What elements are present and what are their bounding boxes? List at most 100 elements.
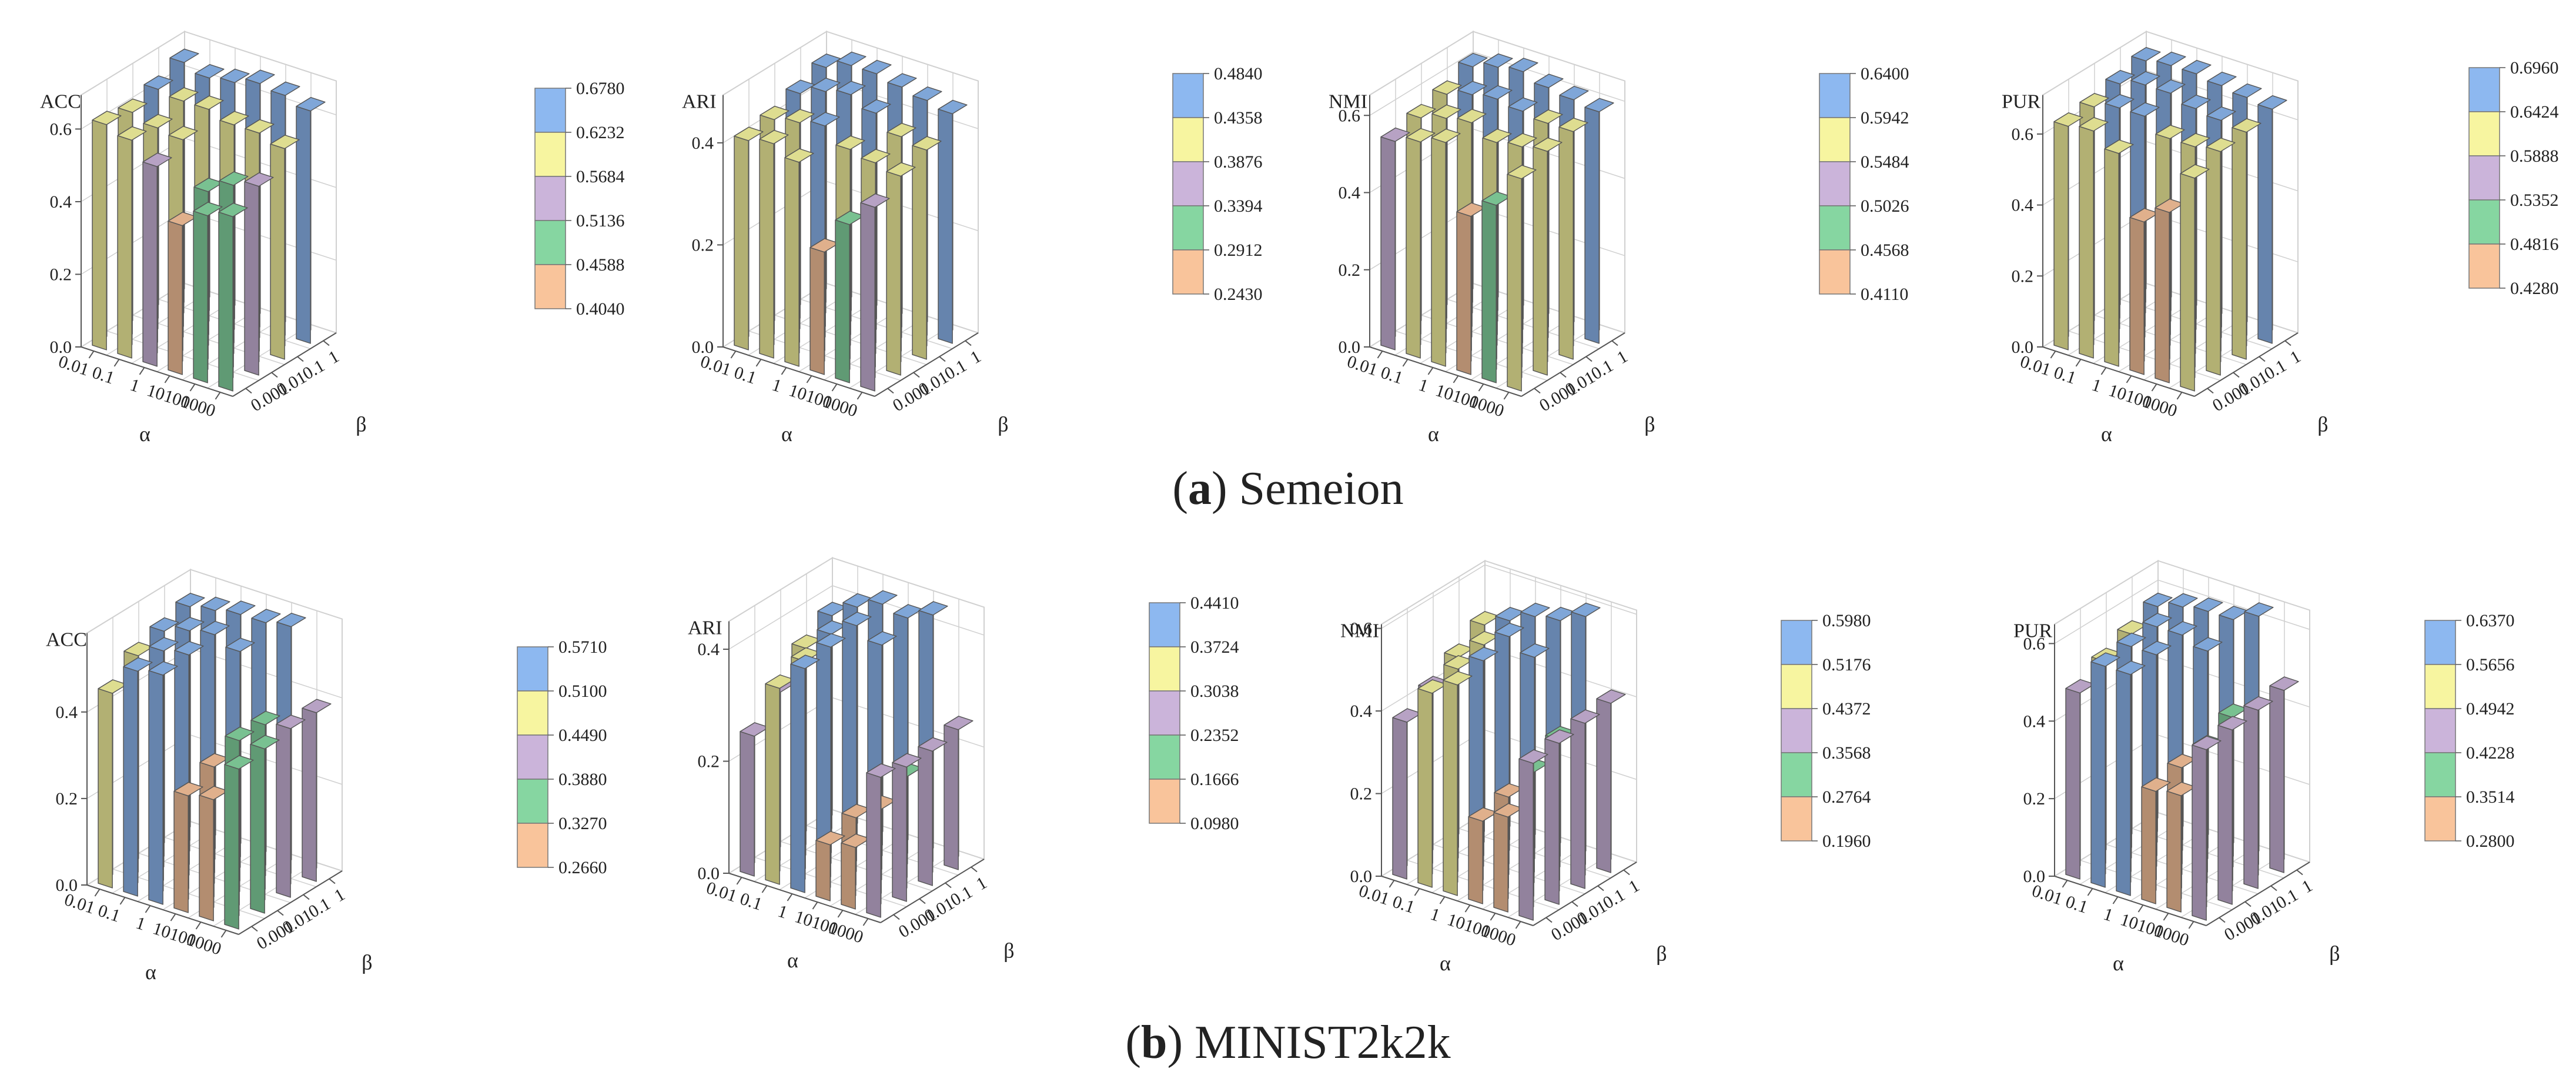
alpha-tick (1503, 392, 1510, 400)
bar-alpha-1000-beta-0.01 (1544, 729, 1574, 905)
bar-alpha-1000-beta-0.01 (2206, 138, 2236, 376)
colorbar-label: 0.4490 (558, 726, 607, 745)
bar-alpha-1-beta-0.1 (842, 612, 872, 861)
beta-tick (2270, 885, 2277, 891)
alpha-tick (170, 913, 176, 921)
colorbar-label: 0.5684 (576, 167, 625, 186)
z-tick-label: 0.4 (50, 192, 72, 212)
bar-alpha-10-beta-0.001 (1456, 202, 1486, 375)
metric-title: NMI (1329, 91, 1367, 113)
alpha-tick-label: 1000 (178, 392, 218, 421)
z-tick-label: 0.0 (1339, 338, 1361, 357)
alpha-tick (2137, 904, 2144, 913)
alpha-tick (736, 877, 742, 885)
beta-tick-label: 1 (325, 346, 342, 368)
z-tick-label: 0.6 (1339, 106, 1361, 125)
alpha-tick (113, 359, 120, 367)
colorbar-label: 0.4942 (2466, 699, 2515, 719)
bar-alpha-1000-beta-0.01 (2217, 716, 2247, 905)
beta-tick-label: 1 (973, 873, 990, 894)
beta-tick (303, 894, 310, 900)
bar-alpha-0.01-beta-0.001 (734, 126, 764, 350)
colorbar-label: 0.4568 (1861, 241, 1909, 260)
colorbar-label: 0.4816 (2510, 235, 2559, 254)
colorbar-label: 0.4410 (1190, 593, 1239, 613)
colorbar-label: 0.0980 (1190, 814, 1239, 833)
colorbar-band (1819, 205, 1851, 251)
alpha-tick (1515, 921, 1521, 929)
bar-alpha-10-beta-0.001 (168, 212, 198, 375)
colorbar-band (2424, 752, 2456, 797)
beta-axis-label: β (1644, 412, 1655, 436)
beta-axis-label: β (998, 412, 1008, 436)
beta-tick (2296, 869, 2303, 876)
bar-alpha-100-beta-0.001 (1493, 803, 1523, 913)
beta-tick (1545, 917, 1553, 923)
alpha-tick-label: 0.01 (698, 352, 733, 380)
z-tick-label: 0.0 (1350, 867, 1373, 886)
colorbar-label: 0.3394 (1214, 196, 1263, 216)
alpha-tick (2188, 921, 2194, 929)
alpha-tick (781, 367, 787, 375)
alpha-tick (1464, 904, 1471, 913)
alpha-tick-label: 1000 (184, 930, 223, 959)
beta-tick (945, 882, 952, 889)
colorbar: 0.5710 0.5100 0.4490 0.3880 0.3270 0.2660 (517, 637, 607, 877)
metric-title: PUR (2002, 91, 2040, 113)
bar-alpha-1000-beta-0.1 (270, 135, 300, 360)
colorbar: 0.4840 0.4358 0.3876 0.3394 0.2912 0.2430 (1172, 64, 1263, 304)
alpha-tick-label: 1000 (2152, 921, 2191, 950)
beta-tick-label: 1 (2287, 346, 2304, 368)
metric-title: PUR (2013, 620, 2052, 642)
bar-alpha-1000-beta-0.01 (892, 753, 922, 902)
metric-title: NMI (1340, 620, 1379, 642)
colorbar-band (534, 264, 566, 309)
beta-tick (1585, 356, 1593, 362)
beta-tick (2233, 372, 2240, 378)
beta-axis (2194, 332, 2299, 397)
colorbar-label: 0.3876 (1214, 152, 1263, 172)
bar-alpha-10-beta-0.001 (815, 831, 845, 901)
z-tick-label: 0.2 (1350, 784, 1373, 804)
bar-alpha-1000-beta-1 (296, 96, 326, 344)
beta-tick (2207, 388, 2214, 394)
caption-minist-letter: b (1140, 1017, 1167, 1068)
alpha-tick (88, 350, 95, 359)
beta-tick (887, 388, 894, 394)
alpha-tick (2062, 880, 2068, 888)
bar-alpha-1000-beta-1 (938, 99, 968, 344)
bar-alpha-0.1-beta-0.001 (2079, 117, 2109, 359)
bar-alpha-0.01-beta-0.001 (98, 679, 128, 889)
colorbar-label: 0.6232 (576, 123, 625, 142)
alpha-tick (1478, 383, 1484, 392)
alpha-axis-label: α (1428, 422, 1439, 446)
alpha-tick (806, 375, 812, 383)
bar-alpha-100-beta-0.001 (835, 211, 865, 383)
bar-alpha-1-beta-0.01 (816, 633, 846, 877)
z-tick-label: 0.6 (2012, 125, 2034, 144)
bar-alpha-0.1-beta-0.001 (117, 126, 147, 359)
z-tick-label: 0.4 (692, 133, 714, 153)
bar-alpha-1-beta-0.001 (1431, 128, 1461, 367)
alpha-tick-label: 1000 (1478, 921, 1518, 950)
bar-alpha-1-beta-0.001 (784, 148, 814, 367)
colorbar-label: 0.5888 (2510, 146, 2559, 166)
alpha-tick (2087, 888, 2093, 896)
alpha-axis-label: α (145, 960, 156, 984)
bar-alpha-1000-beta-1 (2269, 676, 2299, 873)
bar-alpha-0.01-beta-0.001 (1380, 127, 1410, 350)
bar-alpha-100-beta-0.001 (193, 202, 223, 383)
colorbar-label: 0.4840 (1214, 64, 1263, 84)
bar-alpha-1000-beta-0.001 (224, 755, 254, 930)
alpha-tick (189, 383, 196, 392)
alpha-tick (119, 897, 126, 905)
z-tick-label: 0.4 (1339, 183, 1361, 203)
beta-tick (2219, 917, 2226, 923)
beta-tick-label: 1 (331, 884, 348, 906)
alpha-tick (1490, 913, 1496, 921)
beta-tick (277, 910, 284, 916)
colorbar-label: 0.1666 (1190, 770, 1239, 789)
beta-tick (913, 372, 920, 378)
